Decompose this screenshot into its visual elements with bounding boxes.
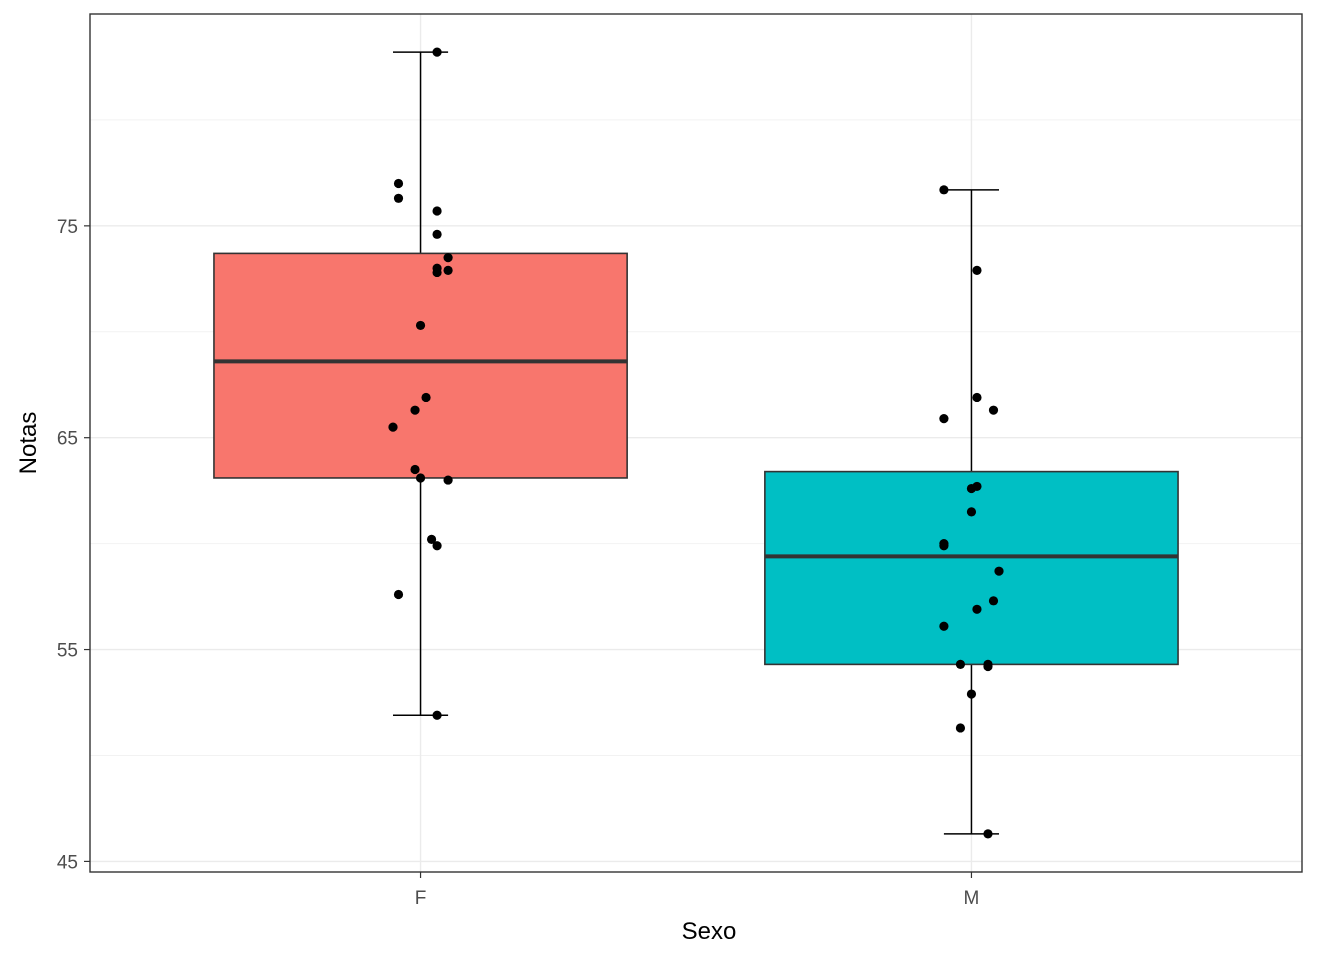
data-point (410, 464, 420, 475)
data-point (966, 483, 977, 494)
data-point (393, 193, 404, 203)
data-point (983, 829, 993, 839)
data-point (426, 534, 437, 544)
axis-ticks: 45 55 65 75 F M (57, 217, 980, 909)
y-tick-label: 55 (57, 641, 78, 662)
data-point (432, 267, 442, 278)
data-point (432, 710, 442, 720)
data-point (955, 659, 966, 669)
box-f (213, 252, 628, 479)
data-point (432, 206, 442, 216)
data-point (421, 392, 431, 403)
data-point (955, 723, 966, 733)
y-tick-label: 45 (57, 852, 78, 873)
data-point (393, 589, 404, 600)
data-point (988, 596, 999, 606)
x-tick-label: M (964, 888, 980, 909)
data-point (432, 541, 442, 551)
data-point (410, 405, 420, 415)
data-point (939, 541, 949, 551)
data-point (939, 185, 949, 195)
data-point (966, 689, 977, 699)
data-point (994, 566, 1004, 576)
panel-border (89, 13, 1303, 873)
y-tick-label: 75 (57, 217, 78, 238)
data-point (939, 621, 949, 631)
data-points (388, 47, 1004, 839)
data-point (443, 253, 453, 263)
y-axis-title: Notas (15, 412, 42, 475)
data-point (988, 405, 999, 415)
boxes (213, 51, 1179, 835)
data-point (415, 320, 426, 331)
data-point (983, 661, 993, 672)
data-point (972, 392, 982, 403)
data-point (972, 604, 982, 614)
data-point (432, 47, 442, 57)
data-point (432, 229, 442, 239)
box-m (764, 470, 1179, 666)
y-tick-label: 65 (57, 429, 78, 450)
data-point (388, 422, 398, 432)
data-point (972, 265, 982, 275)
data-point (393, 178, 404, 189)
x-axis-title: Sexo (682, 918, 737, 945)
data-point (939, 414, 949, 424)
data-point (966, 507, 977, 517)
data-point (443, 475, 453, 485)
data-point (443, 265, 453, 275)
data-point (415, 473, 426, 483)
x-tick-label: F (415, 888, 427, 909)
